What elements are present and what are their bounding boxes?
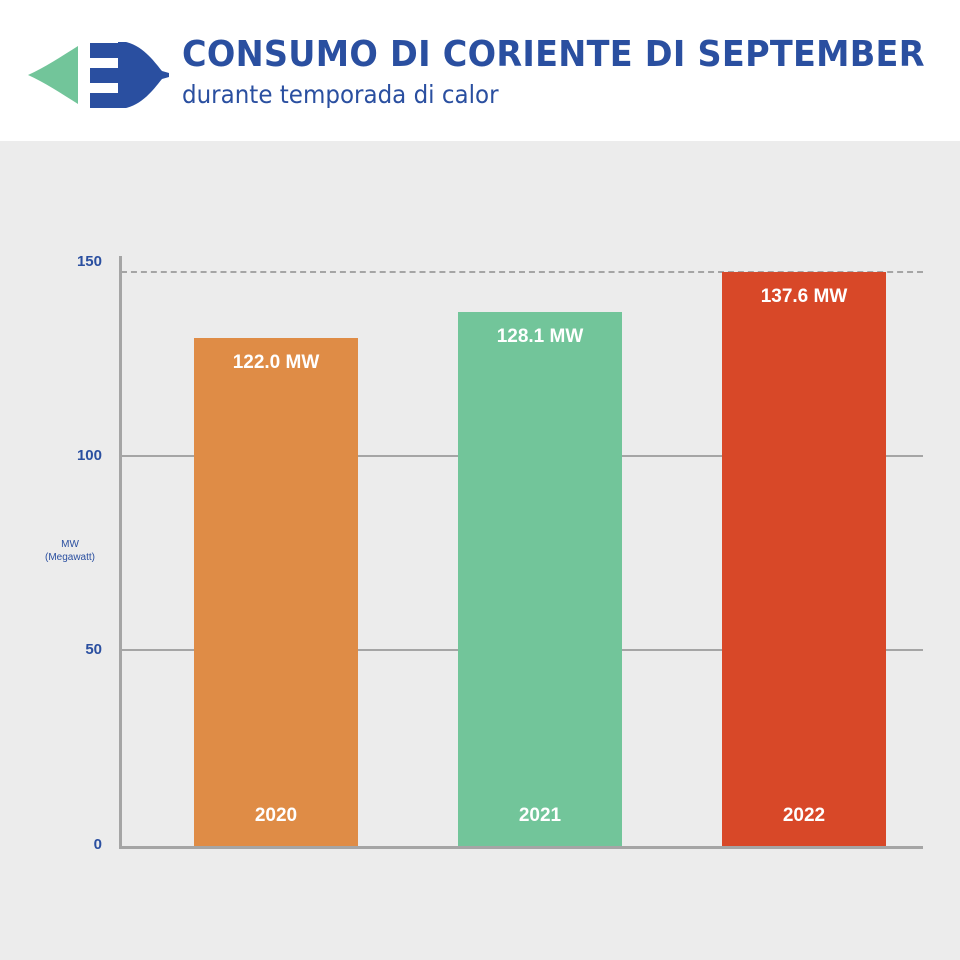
bar-value-label: 137.6 MW	[760, 286, 848, 307]
bar-category-label: 2022	[782, 805, 826, 826]
x-axis	[119, 846, 923, 849]
y-tick-50: 50	[85, 641, 102, 658]
chart-title: CONSUMO DI CORIENTE DI SEPTEMBER	[182, 34, 925, 75]
bar-category-label: 2021	[518, 805, 562, 826]
y-tick-0: 0	[93, 836, 102, 853]
y-tick-150: 150	[76, 253, 102, 270]
bar-2022: 137.6 MW 2022	[722, 272, 886, 847]
y-axis	[119, 256, 122, 849]
y-axis-label: MW (Megawatt)	[30, 538, 110, 564]
chart-subtitle: durante temporada di calor	[182, 80, 499, 109]
y-axis-label-name: (Megawatt)	[44, 552, 95, 563]
bar-2020: 122.0 MW 2020	[194, 338, 358, 847]
gridline-150	[121, 271, 923, 273]
bar-2021: 128.1 MW 2021	[458, 312, 622, 847]
bar-category-label: 2020	[254, 805, 298, 826]
y-tick-100: 100	[76, 447, 102, 464]
y-axis-label-unit: MW	[61, 539, 79, 550]
bar-value-label: 122.0 MW	[232, 352, 320, 373]
plug-arrow-icon	[28, 42, 169, 108]
bar-value-label: 128.1 MW	[496, 326, 584, 347]
header: CONSUMO DI CORIENTE DI SEPTEMBER durante…	[0, 0, 960, 141]
